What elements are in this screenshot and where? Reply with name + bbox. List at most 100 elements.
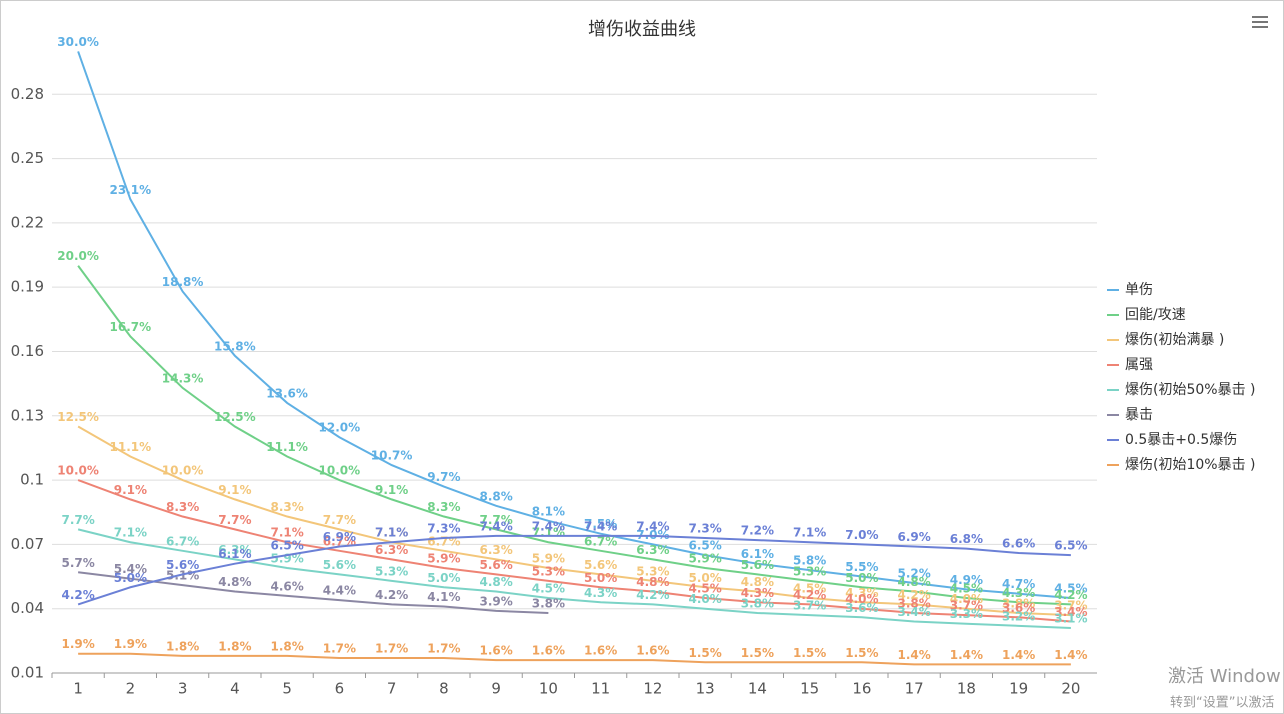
value-label: 8.1% bbox=[532, 504, 565, 518]
value-label: 5.2% bbox=[897, 566, 930, 580]
value-label: 6.3% bbox=[636, 543, 669, 557]
x-tick-label: 18 bbox=[957, 680, 976, 698]
value-label: 6.5% bbox=[270, 539, 303, 553]
value-label: 6.1% bbox=[218, 547, 251, 561]
value-label: 5.9% bbox=[427, 551, 460, 565]
x-tick-label: 13 bbox=[696, 680, 715, 698]
value-label: 5.0% bbox=[427, 571, 460, 585]
value-label: 3.1% bbox=[1054, 611, 1087, 625]
series-line bbox=[77, 534, 1071, 606]
y-tick-label: 0.1 bbox=[20, 471, 44, 489]
value-label: 1.7% bbox=[375, 641, 408, 655]
value-label: 1.8% bbox=[218, 639, 251, 653]
value-label: 5.0% bbox=[114, 571, 147, 585]
x-tick-label: 1 bbox=[73, 680, 83, 698]
value-label: 3.8% bbox=[1002, 596, 1035, 610]
legend-label: 0.5暴击+0.5爆伤 bbox=[1125, 432, 1237, 448]
value-label: 5.6% bbox=[741, 558, 774, 572]
value-label: 9.1% bbox=[375, 483, 408, 497]
value-label: 7.3% bbox=[427, 521, 460, 535]
y-tick-label: 0.22 bbox=[11, 213, 44, 231]
value-label: 1.4% bbox=[1002, 648, 1035, 662]
value-label: 8.3% bbox=[270, 500, 303, 514]
value-label: 11.1% bbox=[266, 440, 308, 454]
value-label: 7.1% bbox=[270, 526, 303, 540]
value-label: 1.9% bbox=[61, 637, 94, 651]
y-tick-label: 0.16 bbox=[11, 342, 44, 360]
y-tick-label: 0.04 bbox=[11, 599, 44, 617]
value-label: 6.3% bbox=[375, 543, 408, 557]
value-label: 4.8% bbox=[636, 575, 669, 589]
value-label: 3.9% bbox=[479, 594, 512, 608]
value-label: 3.8% bbox=[532, 596, 565, 610]
value-label: 4.8% bbox=[897, 575, 930, 589]
value-label: 7.4% bbox=[584, 519, 617, 533]
series-line bbox=[77, 528, 1071, 629]
value-label: 4.5% bbox=[1054, 581, 1087, 595]
value-label: 1.5% bbox=[688, 646, 721, 660]
value-label: 1.4% bbox=[950, 648, 983, 662]
menu-icon[interactable] bbox=[1252, 16, 1268, 28]
value-label: 5.4% bbox=[114, 562, 147, 576]
value-label: 1.8% bbox=[270, 639, 303, 653]
x-tick-label: 4 bbox=[230, 680, 240, 698]
value-label: 5.7% bbox=[61, 556, 94, 570]
value-label: 4.5% bbox=[950, 581, 983, 595]
value-label: 5.9% bbox=[270, 551, 303, 565]
value-label: 16.7% bbox=[110, 320, 152, 334]
value-label: 6.6% bbox=[1002, 536, 1035, 550]
value-label: 6.3% bbox=[218, 543, 251, 557]
value-label: 9.1% bbox=[114, 483, 147, 497]
y-tick-label: 0.19 bbox=[11, 278, 44, 296]
value-label: 5.9% bbox=[532, 551, 565, 565]
value-label: 3.4% bbox=[897, 605, 930, 619]
value-label: 1.5% bbox=[741, 646, 774, 660]
value-label: 23.1% bbox=[110, 183, 152, 197]
value-label: 1.4% bbox=[1054, 648, 1087, 662]
y-tick-label: 0.25 bbox=[11, 149, 44, 167]
series-line bbox=[78, 571, 549, 614]
value-label: 15.8% bbox=[214, 339, 256, 353]
value-label: 1.8% bbox=[166, 639, 199, 653]
value-label: 6.7% bbox=[166, 534, 199, 548]
value-label: 6.1% bbox=[741, 547, 774, 561]
value-label: 5.6% bbox=[323, 558, 356, 572]
value-label: 8.8% bbox=[479, 489, 512, 503]
value-label: 1.5% bbox=[793, 646, 826, 660]
x-tick-label: 2 bbox=[126, 680, 136, 698]
series-line bbox=[77, 425, 1071, 617]
value-label: 4.5% bbox=[688, 581, 721, 595]
value-label: 7.1% bbox=[793, 526, 826, 540]
value-label: 4.2% bbox=[636, 588, 669, 602]
x-tick-label: 3 bbox=[178, 680, 188, 698]
value-label: 4.2% bbox=[375, 588, 408, 602]
value-label: 9.7% bbox=[427, 470, 460, 484]
value-label: 3.6% bbox=[1002, 601, 1035, 615]
value-label: 6.9% bbox=[897, 530, 930, 544]
value-label: 12.5% bbox=[57, 410, 99, 424]
value-label: 5.6% bbox=[584, 558, 617, 572]
value-label: 5.3% bbox=[793, 564, 826, 578]
value-label: 6.9% bbox=[323, 530, 356, 544]
y-tick-label: 0.28 bbox=[11, 85, 44, 103]
value-label: 4.8% bbox=[218, 575, 251, 589]
value-label: 7.1% bbox=[375, 526, 408, 540]
value-label: 9.1% bbox=[218, 483, 251, 497]
value-label: 4.1% bbox=[427, 590, 460, 604]
x-tick-label: 11 bbox=[591, 680, 610, 698]
series-line bbox=[77, 51, 1071, 599]
value-label: 3.8% bbox=[897, 596, 930, 610]
x-tick-label: 17 bbox=[905, 680, 924, 698]
value-label: 1.7% bbox=[323, 641, 356, 655]
legend-label: 爆伤(初始满暴 ) bbox=[1125, 331, 1224, 348]
value-label: 4.6% bbox=[270, 579, 303, 593]
value-label: 5.0% bbox=[688, 571, 721, 585]
value-label: 4.2% bbox=[1054, 588, 1087, 602]
value-label: 4.2% bbox=[897, 588, 930, 602]
value-label: 3.3% bbox=[950, 607, 983, 621]
value-label: 4.2% bbox=[61, 588, 94, 602]
value-label: 3.2% bbox=[1002, 609, 1035, 623]
value-label: 7.4% bbox=[532, 519, 565, 533]
value-label: 5.6% bbox=[479, 558, 512, 572]
